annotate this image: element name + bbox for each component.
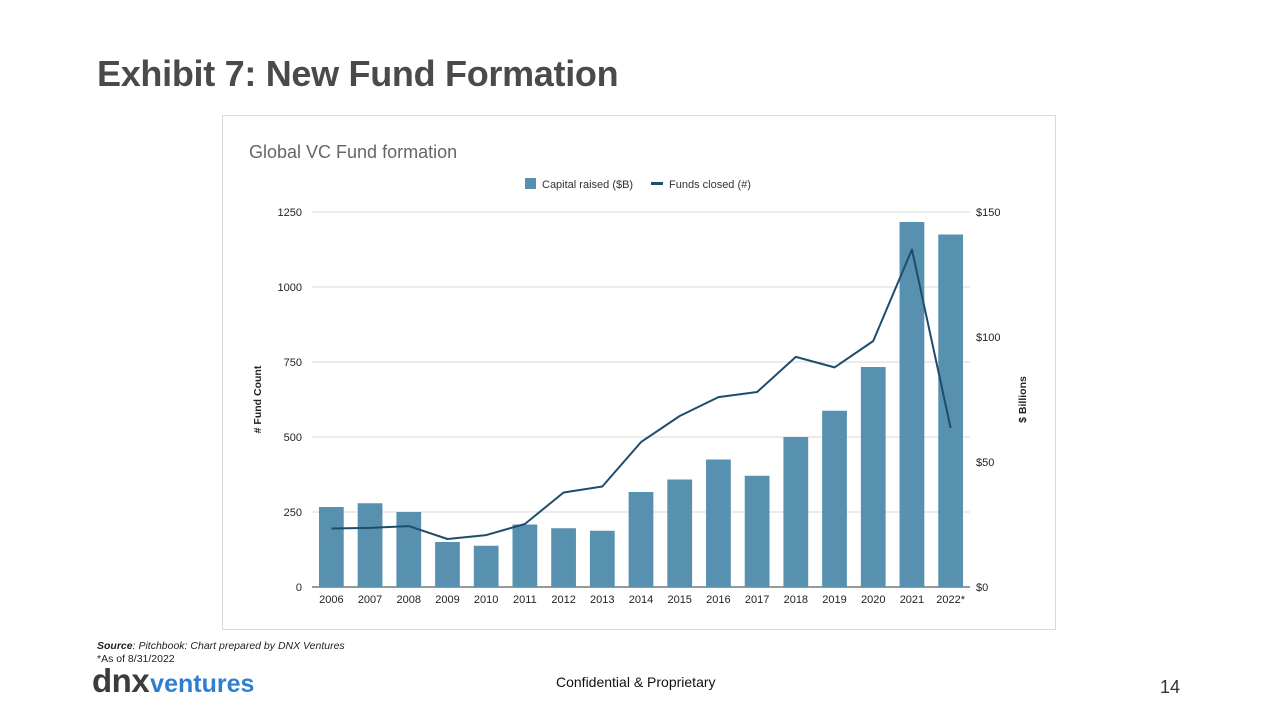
- x-tick-label: 2021: [900, 594, 924, 606]
- source-text: : Pitchbook: Chart prepared by DNX Ventu…: [132, 640, 345, 652]
- bar-capital-raised: [357, 503, 383, 587]
- page-number: 14: [1160, 677, 1181, 697]
- company-logo: dnxventures: [92, 664, 254, 697]
- x-tick-label: 2007: [358, 594, 382, 606]
- y-right-tick-label: $150: [976, 207, 1000, 219]
- x-tick-label: 2009: [435, 594, 459, 606]
- bar-capital-raised: [628, 492, 654, 587]
- x-tick-label: 2018: [784, 594, 808, 606]
- x-tick-label: 2011: [513, 594, 537, 606]
- bar-capital-raised: [744, 475, 770, 587]
- bar-capital-raised: [435, 542, 460, 587]
- bar-capital-raised: [783, 437, 809, 587]
- source-note: Source: Pitchbook: Chart prepared by DNX…: [97, 640, 345, 652]
- source-label: Source: [97, 640, 133, 652]
- asof-note: *As of 8/31/2022: [97, 653, 175, 665]
- x-tick-label: 2016: [706, 594, 730, 606]
- x-tick-label: 2020: [861, 594, 885, 606]
- y-left-tick-label: 500: [284, 432, 302, 444]
- legend-bar-swatch: [525, 178, 536, 189]
- y-right-tick-label: $100: [976, 332, 1000, 344]
- page-title: Exhibit 7: New Fund Formation: [97, 53, 619, 94]
- legend-bar-label: Capital raised ($B): [542, 179, 633, 191]
- legend-line-swatch: [651, 182, 663, 185]
- bar-capital-raised: [396, 512, 422, 587]
- bar-capital-raised: [938, 234, 964, 587]
- x-tick-label: 2014: [629, 594, 653, 606]
- x-tick-label: 2022*: [936, 594, 965, 606]
- x-tick-label: 2010: [474, 594, 498, 606]
- x-tick-label: 2012: [551, 594, 575, 606]
- y-left-axis-title: # Fund Count: [252, 365, 264, 433]
- x-tick-label: 2008: [397, 594, 421, 606]
- bar-capital-raised: [667, 479, 693, 587]
- y-right-tick-label: $0: [976, 582, 988, 594]
- bar-capital-raised: [822, 410, 847, 587]
- confidential-footer: Confidential & Proprietary: [556, 674, 716, 690]
- x-tick-label: 2006: [319, 594, 343, 606]
- bar-capital-raised: [860, 367, 886, 587]
- logo-ventures: ventures: [150, 670, 255, 698]
- combo-chart: Global VC Fund formation Capital raised (…: [249, 142, 1029, 606]
- x-tick-label: 2019: [822, 594, 846, 606]
- y-left-tick-label: 1000: [278, 282, 302, 294]
- bar-capital-raised: [473, 545, 499, 587]
- x-tick-label: 2015: [667, 594, 691, 606]
- x-tick-label: 2017: [745, 594, 769, 606]
- y-left-tick-label: 750: [284, 357, 302, 369]
- bar-capital-raised: [706, 459, 731, 587]
- y-left-tick-label: 0: [296, 582, 302, 594]
- bar-capital-raised: [589, 530, 615, 587]
- bar-capital-raised: [318, 507, 344, 587]
- y-right-axis-title: $ Billions: [1017, 376, 1029, 423]
- bar-capital-raised: [512, 524, 538, 587]
- y-left-tick-label: 1250: [278, 207, 302, 219]
- legend-line-label: Funds closed (#): [669, 179, 751, 191]
- bar-capital-raised: [899, 222, 925, 587]
- logo-dnx: dnx: [92, 662, 150, 699]
- y-left-tick-label: 250: [284, 507, 302, 519]
- chart-container: Global VC Fund formation Capital raised (…: [222, 115, 1056, 630]
- bar-capital-raised: [551, 528, 576, 587]
- y-right-tick-label: $50: [976, 457, 994, 469]
- chart-title: Global VC Fund formation: [249, 142, 457, 162]
- x-tick-label: 2013: [590, 594, 614, 606]
